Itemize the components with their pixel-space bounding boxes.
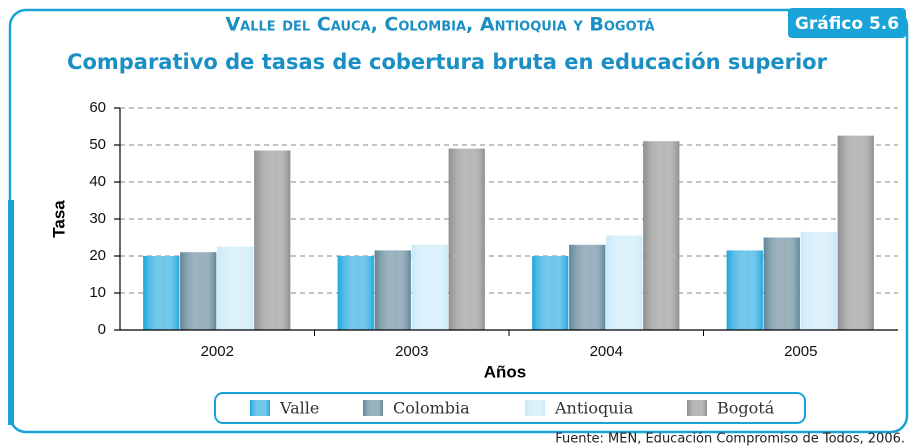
- bar: [643, 141, 680, 330]
- bar: [143, 256, 180, 330]
- y-tick-label: 20: [89, 247, 106, 264]
- legend-label: Antioquia: [554, 399, 634, 418]
- bar: [374, 250, 411, 330]
- source: Fuente: MEN, Educación Compromiso de Tod…: [555, 432, 905, 447]
- y-axis-label: Tasa: [49, 200, 68, 238]
- bar: [606, 235, 643, 330]
- bar: [800, 231, 837, 330]
- legend-label: Valle: [279, 399, 319, 418]
- bar: [837, 135, 874, 330]
- badge: Gráfico 5.6: [795, 14, 899, 34]
- x-axis-label: Años: [484, 362, 527, 381]
- x-tick-label: 2005: [784, 343, 817, 360]
- y-tick-label: 10: [89, 284, 106, 301]
- bar: [180, 252, 217, 330]
- bar: [532, 256, 569, 330]
- y-tick-label: 0: [98, 321, 106, 338]
- y-tick-label: 30: [89, 210, 106, 227]
- y-tick-label: 40: [89, 173, 106, 190]
- bar: [217, 246, 254, 330]
- badge-box: [788, 8, 906, 38]
- side-bar: [8, 200, 14, 425]
- x-tick-label: 2004: [590, 343, 623, 360]
- y-tick-label: 50: [89, 136, 106, 153]
- bar: [448, 148, 485, 330]
- legend-swatch-shade: [687, 400, 707, 416]
- x-tick-label: 2002: [201, 343, 234, 360]
- legend-swatch-shade: [525, 400, 545, 416]
- y-tick-label: 60: [89, 99, 106, 116]
- bar: [337, 256, 374, 330]
- bar: [763, 237, 800, 330]
- legend-swatch-shade: [363, 400, 383, 416]
- bar: [569, 244, 606, 330]
- chart-title: Valle del Cauca, Colombia, Antioquia y B…: [225, 14, 654, 36]
- legend-box: [214, 392, 806, 424]
- bar: [254, 150, 291, 330]
- legend-label: Colombia: [393, 399, 470, 418]
- legend-swatch-shade: [250, 400, 270, 416]
- chart-subtitle: Comparativo de tasas de cobertura bruta …: [67, 50, 828, 74]
- bar: [411, 244, 448, 330]
- bar: [726, 250, 763, 330]
- x-tick-label: 2003: [395, 343, 428, 360]
- legend-label: Bogotá: [717, 399, 775, 418]
